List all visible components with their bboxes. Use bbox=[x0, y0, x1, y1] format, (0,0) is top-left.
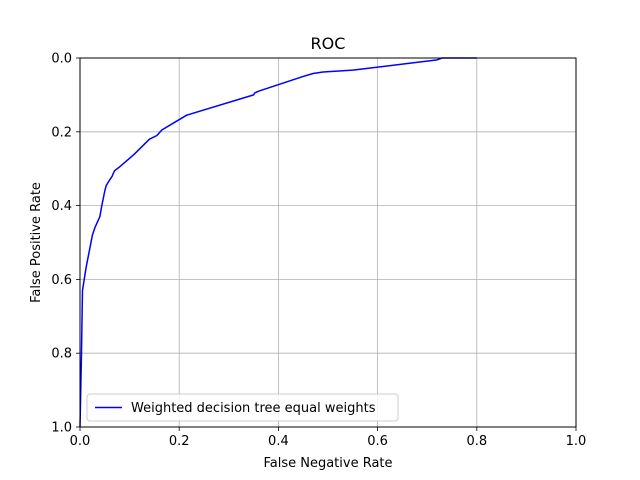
x-tick-label: 0.8 bbox=[466, 434, 487, 449]
y-tick-label: 0.4 bbox=[51, 199, 72, 214]
x-axis-label: False Negative Rate bbox=[263, 456, 392, 471]
x-tick-label: 0.0 bbox=[70, 434, 91, 449]
y-tick-label: 0.8 bbox=[51, 347, 72, 362]
y-axis-label: False Positive Rate bbox=[29, 182, 44, 303]
y-tick-label: 0.0 bbox=[51, 52, 72, 67]
y-tick-label: 1.0 bbox=[51, 421, 72, 436]
x-tick-label: 0.6 bbox=[367, 434, 388, 449]
series-line-0 bbox=[79, 57, 477, 428]
y-tick-label: 0.6 bbox=[51, 273, 72, 288]
x-tick-label: 0.2 bbox=[169, 434, 190, 449]
plot-area bbox=[79, 57, 477, 428]
legend-entry: Weighted decision tree equal weights bbox=[131, 401, 376, 416]
chart-title: ROC bbox=[311, 34, 346, 53]
legend-box bbox=[86, 393, 399, 422]
x-tick-label: 0.4 bbox=[268, 434, 289, 449]
axis-ticks: 0.0 0.2 0.4 0.6 0.8 1.00.00.20.40.60.81.0 bbox=[51, 52, 586, 450]
grid-lines bbox=[79, 57, 577, 428]
x-tick-label: 1.0 bbox=[566, 434, 587, 449]
legend: Weighted decision tree equal weights bbox=[86, 393, 399, 422]
axes-frame bbox=[79, 57, 577, 428]
y-tick-label: 0.2 bbox=[51, 125, 72, 140]
